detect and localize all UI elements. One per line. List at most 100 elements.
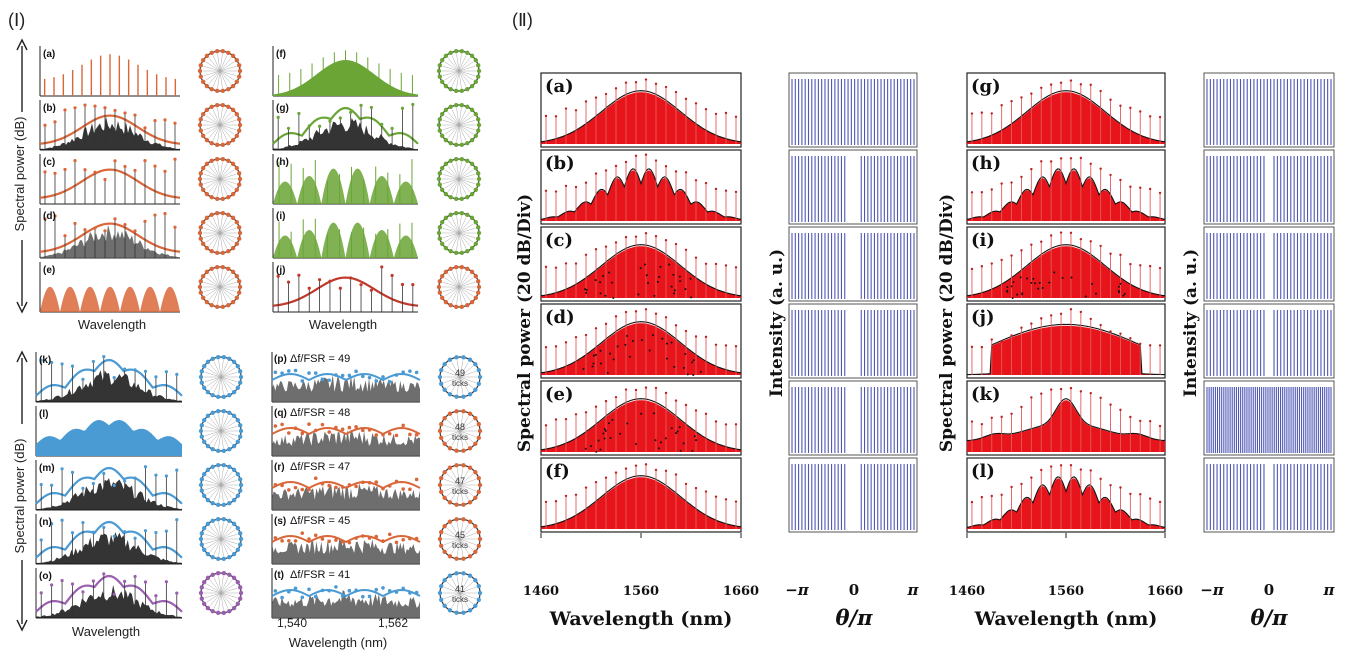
ring-spoke — [444, 223, 460, 234]
comb-dot — [113, 108, 117, 113]
ring-spoke — [456, 108, 460, 126]
comb-dot — [81, 486, 85, 490]
comb-dot — [990, 188, 993, 191]
ring-spoke — [459, 592, 469, 608]
dot — [673, 289, 676, 292]
comb-dot — [554, 345, 558, 348]
comb-dot — [970, 267, 974, 271]
comb-dot — [83, 168, 87, 172]
dot — [599, 448, 602, 451]
ring-dot — [237, 380, 243, 385]
comb-dot — [293, 539, 298, 543]
ring-spoke — [443, 430, 461, 438]
ring-spoke — [205, 277, 221, 288]
ring-dot — [454, 355, 459, 360]
comb-dot — [408, 487, 412, 492]
ring-dot — [214, 196, 220, 201]
comb-dot — [327, 378, 331, 383]
ring-spoke — [458, 286, 462, 304]
spectrum-panel-a: (a) — [540, 72, 742, 148]
ring-dot — [469, 107, 475, 113]
ring-spoke — [208, 178, 221, 193]
ring-dot — [221, 394, 227, 399]
comb-dot — [394, 540, 399, 545]
ring-spoke — [458, 178, 476, 185]
comb-dot — [644, 232, 648, 235]
ring-dot — [473, 495, 478, 501]
ring-dot — [475, 128, 481, 133]
comb-dot — [584, 181, 588, 184]
ring-spoke — [204, 533, 222, 540]
dot — [607, 422, 610, 425]
comb-dot — [401, 370, 405, 375]
spectrum-fill — [541, 323, 741, 375]
comb-dot — [354, 425, 358, 429]
ring-spoke — [219, 232, 223, 250]
spectrum-left-xtick-1660: 1660 — [723, 584, 759, 599]
ring-dot — [439, 421, 444, 427]
ring-dot — [201, 385, 207, 391]
comb-dot — [1069, 386, 1073, 390]
comb-dot — [103, 106, 107, 110]
comb-dot — [369, 105, 373, 110]
ring-dot — [197, 284, 203, 290]
ring-dot — [230, 161, 236, 167]
ring-dot — [439, 489, 444, 495]
ring-spoke — [459, 416, 469, 432]
ring-dot — [205, 389, 211, 395]
dot — [679, 280, 682, 283]
comb-dot — [1049, 388, 1053, 391]
ring-spoke — [459, 538, 469, 554]
comb-dot — [154, 530, 158, 535]
dot — [691, 450, 694, 453]
comb-dot — [544, 424, 548, 427]
comb-dot — [544, 189, 548, 192]
intensity-panel-5 — [788, 457, 918, 533]
intensity-left-xtick-minus-pi: −π — [785, 581, 810, 599]
comb-dot — [327, 483, 331, 488]
comb-dot — [91, 530, 95, 534]
ring-dot — [214, 142, 220, 147]
comb-dot — [554, 115, 558, 118]
ring-dot — [436, 230, 442, 236]
ring-spoke — [458, 173, 476, 180]
panel-label: (t) — [274, 570, 284, 581]
ring-dot — [437, 374, 443, 380]
ring-dot — [220, 103, 226, 108]
ring-dot — [215, 610, 221, 615]
ring-spoke — [446, 473, 461, 486]
ring-spoke — [458, 61, 474, 72]
ring-spoke — [206, 583, 222, 594]
ring-dot — [447, 465, 453, 470]
comb-dot — [359, 103, 363, 107]
ring-spoke — [458, 124, 476, 131]
comb-dot — [1099, 477, 1102, 481]
ring-dot — [469, 215, 475, 221]
dot — [1119, 282, 1122, 285]
comb-dot — [724, 189, 728, 192]
ring-dot — [230, 107, 236, 113]
comb-dot — [1139, 419, 1142, 423]
comb-dot — [400, 282, 405, 287]
comb-dot — [327, 588, 331, 593]
comb-dot — [664, 165, 668, 168]
comb-dot — [1148, 344, 1152, 347]
ring-dot — [205, 497, 211, 503]
ring-spoke — [208, 111, 221, 126]
ring-spoke — [458, 162, 462, 180]
comb-dot — [112, 534, 116, 538]
section-I-panel-e: (e) — [39, 262, 180, 313]
comb-dot — [340, 427, 345, 432]
ring-spoke — [443, 532, 461, 540]
section-II-left-spectrum-xlabel: Wavelength (nm) — [549, 608, 733, 630]
comb-dot — [320, 481, 325, 486]
dot — [594, 353, 597, 356]
ring-spoke — [456, 576, 461, 594]
ring-dot — [473, 603, 478, 609]
comb-dot — [1020, 96, 1023, 99]
section-II-right-spectrum-xlabel: Wavelength (nm) — [974, 608, 1158, 630]
ring-spoke — [219, 57, 232, 72]
comb-dot — [361, 594, 365, 599]
ring-spoke — [219, 232, 228, 249]
ring-dot — [443, 191, 449, 197]
